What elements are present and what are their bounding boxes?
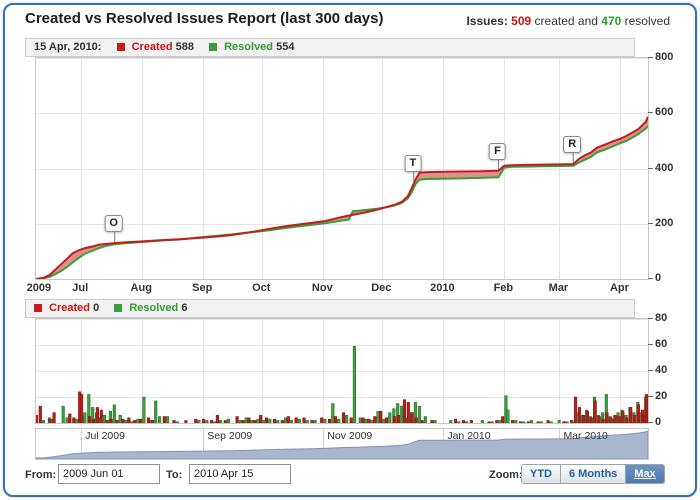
y-axis-tick (648, 318, 653, 319)
x-axis-label: Dec (371, 282, 392, 294)
legend-date-label: 15 Apr, 2010: (34, 41, 102, 53)
y-axis-label: 40 (655, 364, 668, 376)
resolved-legend-label: Resolved (129, 302, 179, 314)
x-axis-label: Feb (493, 282, 514, 294)
to-label: To: (166, 469, 183, 481)
x-axis-label: 2009 (26, 282, 52, 294)
issues-summary: Issues: 509 created and 470 resolved (466, 14, 670, 28)
zoom-max-button[interactable]: Max (626, 464, 665, 484)
created-swatch-icon (34, 304, 42, 312)
y-axis-tick (648, 167, 653, 169)
range-navigator[interactable]: Jul 2009 Sep 2009 Nov 2009 Jan 2010 Mar 2010 (35, 428, 649, 460)
navigator-label: Sep 2009 (207, 430, 253, 442)
issues-created-count: 509 (511, 14, 532, 28)
x-axis-label: Oct (252, 282, 271, 294)
created-line (36, 116, 648, 279)
issues-label: Issues: (466, 14, 508, 28)
y-axis-tick (648, 57, 653, 58)
navigator-area (36, 430, 648, 459)
issues-created-text: created and (534, 14, 598, 28)
created-resolved-band (36, 116, 648, 279)
zoom-6months-button[interactable]: 6 Months (561, 464, 627, 484)
navigator-svg (36, 429, 648, 459)
y-axis-label: 800 (655, 51, 674, 63)
from-date-input[interactable] (58, 464, 160, 484)
x-axis-label: Sep (192, 282, 213, 294)
created-legend-label: Created (49, 302, 91, 314)
issues-resolved-text: resolved (624, 14, 670, 28)
cumulative-chart-svg (36, 58, 648, 279)
y-axis-label: 20 (655, 390, 668, 402)
x-axis-label: Apr (609, 282, 629, 294)
y-axis-label: 80 (655, 312, 668, 324)
cumulative-chart-plot[interactable] (35, 57, 649, 280)
navigator-label: Mar 2010 (563, 430, 608, 442)
x-axis-label: Aug (130, 282, 152, 294)
page-title: Created vs Resolved Issues Report (last … (25, 10, 384, 27)
to-date-input[interactable] (189, 464, 291, 484)
daily-chart-legend: Created 0 Resolved 6 (25, 299, 635, 318)
y-axis-tick (648, 370, 653, 371)
daily-bars-svg (36, 319, 648, 423)
navigator-label: Nov 2009 (327, 430, 373, 442)
issues-resolved-count: 470 (601, 14, 622, 28)
resolved-swatch-icon (209, 43, 218, 51)
zoom-button-group: YTD 6 Months Max (521, 464, 665, 484)
flag-R[interactable]: R (563, 136, 582, 154)
range-controls: From: To: Zoom: YTD 6 Months Max (0, 463, 700, 489)
x-axis-label: Nov (311, 282, 333, 294)
y-axis-tick (648, 222, 653, 224)
y-axis-label: 0 (655, 416, 662, 428)
y-axis-tick (648, 422, 653, 423)
resolved-legend-label: Resolved (224, 41, 274, 53)
x-axis-label: Mar (548, 282, 569, 294)
y-axis-tick (648, 344, 653, 345)
navigator-label: Jul 2009 (85, 430, 125, 442)
y-axis-label: 200 (655, 216, 674, 229)
daily-bars-plot[interactable] (35, 318, 649, 424)
y-axis-label: 400 (655, 161, 674, 174)
x-axis-label: Jul (72, 282, 89, 294)
resolved-legend-value: 554 (276, 41, 295, 53)
resolved-legend-value: 6 (181, 302, 188, 314)
y-axis-tick (648, 112, 653, 114)
created-legend-value: 588 (175, 41, 194, 53)
navigator-label: Jan 2010 (447, 430, 491, 442)
y-axis-label: 600 (655, 106, 674, 119)
main-chart-legend: 15 Apr, 2010: Created 588 Resolved 554 (25, 38, 635, 57)
y-axis-tick (648, 278, 653, 279)
y-axis-tick (648, 396, 653, 397)
resolved-swatch-icon (114, 304, 123, 312)
from-label: From: (25, 469, 57, 481)
zoom-ytd-button[interactable]: YTD (521, 464, 561, 484)
x-axis-label: 2010 (430, 282, 455, 294)
created-swatch-icon (116, 43, 125, 51)
y-axis-label: 60 (655, 338, 668, 350)
zoom-label: Zoom: (489, 469, 523, 481)
created-legend-label: Created (131, 41, 173, 53)
created-legend-value: 0 (93, 302, 100, 314)
y-axis-label: 0 (655, 272, 662, 284)
resolved-line (36, 125, 648, 279)
flag-T[interactable]: T (404, 155, 422, 173)
flag-O[interactable]: O (104, 215, 123, 233)
flag-F[interactable]: F (489, 142, 506, 160)
